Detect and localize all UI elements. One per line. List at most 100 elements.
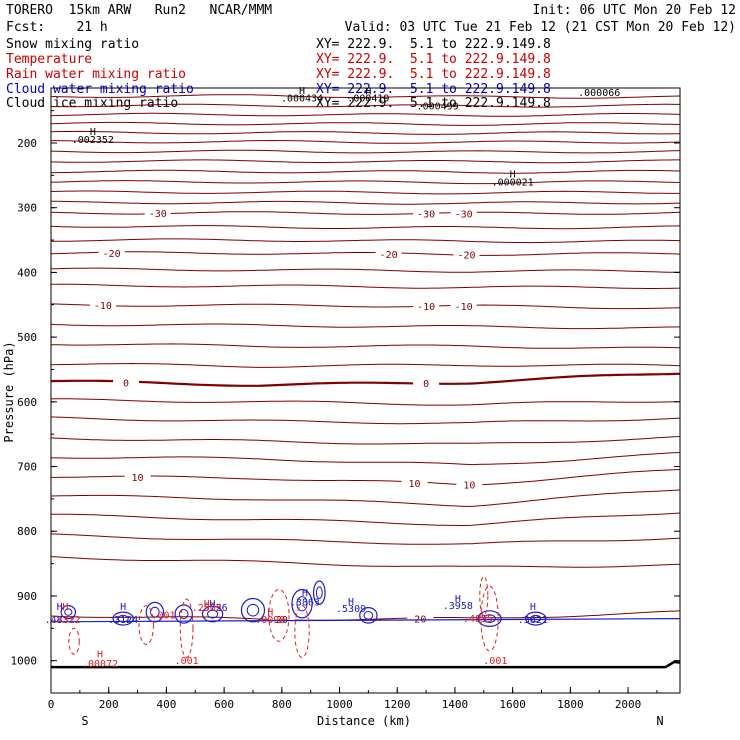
field-name-temperature: Temperature <box>6 52 93 67</box>
field-name-cloud-ice: Cloud ice mixing ratio <box>6 96 179 111</box>
y-tick-label: 600 <box>17 396 37 409</box>
cloud-water-label: H <box>302 588 308 599</box>
rain-label: H <box>204 599 210 610</box>
rain-label: .00072 <box>82 659 118 670</box>
x-tick-label: 0 <box>48 698 55 711</box>
isotherm-label-gap <box>98 247 125 259</box>
snow-label: H <box>90 127 96 138</box>
field-xy-snow: XY= 222.9. 5.1 to 222.9.149.8 <box>316 37 551 52</box>
field-name-cloud-water: Cloud water mixing ratio <box>6 82 194 97</box>
isotherm-label: 10 <box>409 479 421 490</box>
isotherm-line <box>50 533 681 545</box>
isotherm-label-gap <box>89 298 116 311</box>
isotherm-label-gap <box>413 376 440 389</box>
cloud-water-label: .5726 <box>198 603 228 614</box>
rain-label: .001 <box>151 611 175 622</box>
y-axis-label: Pressure (hPa) <box>2 341 16 442</box>
forecast-hour: Fcst: 21 h <box>6 20 108 35</box>
cloud-water-contour <box>150 606 160 618</box>
isotherm-line <box>50 121 681 126</box>
axes-layer: 0 200 400 600 800 1000 1200 1400 1600 1800 2000200… <box>11 87 681 711</box>
model-title: TORERO 15km ARW Run2 NCAR/MMM <box>6 3 273 18</box>
isotherm-label-gap <box>453 248 480 261</box>
cloud-water-label: H <box>57 602 63 613</box>
isotherm-label-gap <box>401 476 428 489</box>
isotherm-line <box>51 469 681 486</box>
isotherm-label-gap <box>407 612 434 625</box>
isotherm-label: 10 <box>132 473 144 484</box>
isotherm-line <box>50 251 681 256</box>
isotherm-label-gap <box>375 247 402 260</box>
isotherm-label-gap <box>450 300 477 313</box>
isotherm-label: -30 <box>455 210 473 221</box>
field-name-snow: Snow mixing ratio <box>6 37 140 52</box>
cloud-water-label: H <box>348 597 354 608</box>
cloud-water-contour <box>477 610 502 627</box>
plot-frame <box>50 87 681 694</box>
cloud-water-contour <box>296 596 308 612</box>
snow-label: .000021 <box>492 178 534 189</box>
isotherm-line <box>50 452 681 466</box>
rain-layer <box>68 576 499 658</box>
isotherm-label-gap <box>124 471 151 484</box>
rain-label: .001 <box>483 656 507 667</box>
isotherm-label: 10 <box>463 481 475 492</box>
isotherm-line <box>50 238 681 244</box>
rain-contour <box>68 627 80 655</box>
cloud-water-label: .4832 <box>45 615 75 626</box>
cloud-water-label: H <box>120 602 126 613</box>
y-tick-label: 700 <box>17 461 37 474</box>
cloud-water-contour <box>174 604 193 624</box>
x-tick-label: 400 <box>156 698 176 711</box>
isotherm-label: -30 <box>149 209 167 220</box>
isotherm-line <box>50 323 681 330</box>
isotherm-line <box>51 512 681 526</box>
cloud-water-contour <box>246 603 260 617</box>
cloud-water-label: .3958 <box>443 601 473 612</box>
cloud-water-contour <box>483 614 496 623</box>
x-axis-label: Distance (km) <box>317 714 411 728</box>
y-tick-label: 900 <box>17 590 37 603</box>
snow-label: H <box>365 86 371 97</box>
snow-label: .000499 <box>417 101 459 112</box>
cloud-water-contour <box>240 597 266 623</box>
x-tick-label: 1800 <box>557 698 584 711</box>
x-tick-label: 1400 <box>442 698 469 711</box>
isotherm-line <box>50 343 681 349</box>
snow-label: H <box>299 86 305 97</box>
cloud-water-label: H <box>210 599 216 610</box>
isotherm-line <box>50 149 681 154</box>
x-tick-label: 800 <box>272 698 292 711</box>
rain-label: .001 <box>175 656 199 667</box>
y-tick-label: 1000 <box>11 655 38 668</box>
x-tick-label: 1000 <box>326 698 353 711</box>
cloud-water-contour <box>363 610 374 620</box>
field-name-rain: Rain water mixing ratio <box>6 67 187 82</box>
y-tick-label: 200 <box>17 137 37 150</box>
cloud-water-contour <box>112 611 134 626</box>
rain-label: H <box>97 649 103 660</box>
isotherm-line <box>50 489 681 507</box>
label-layer: H.002352H.000434H.000419.000499.000066H.… <box>45 86 621 670</box>
x-endpoint-left: S <box>81 714 88 728</box>
isotherm-line <box>50 190 680 195</box>
isotherm-label: -10 <box>417 302 435 313</box>
isotherm-line <box>50 303 681 310</box>
field-xy-rain: XY= 222.9. 5.1 to 222.9.149.8 <box>316 67 551 82</box>
isotherm-line <box>50 416 681 425</box>
y-tick-label: 800 <box>17 525 37 538</box>
y-tick-label: 500 <box>17 331 37 344</box>
rain-contour <box>479 576 489 616</box>
isotherm-label: -30 <box>417 209 435 220</box>
isotherm-label: -10 <box>455 302 473 313</box>
valid-time: Valid: 03 UTC Tue 21 Feb 12 (21 CST Mon … <box>344 20 736 35</box>
snow-label: .000434 <box>281 94 323 105</box>
isotherm-line <box>50 362 681 368</box>
isotherm-label-gap <box>450 207 477 220</box>
snow-label: .000066 <box>578 88 620 99</box>
rain-label: H <box>62 602 68 613</box>
rain-label: .0098 <box>255 615 285 626</box>
cloud-water-contour <box>64 608 73 616</box>
